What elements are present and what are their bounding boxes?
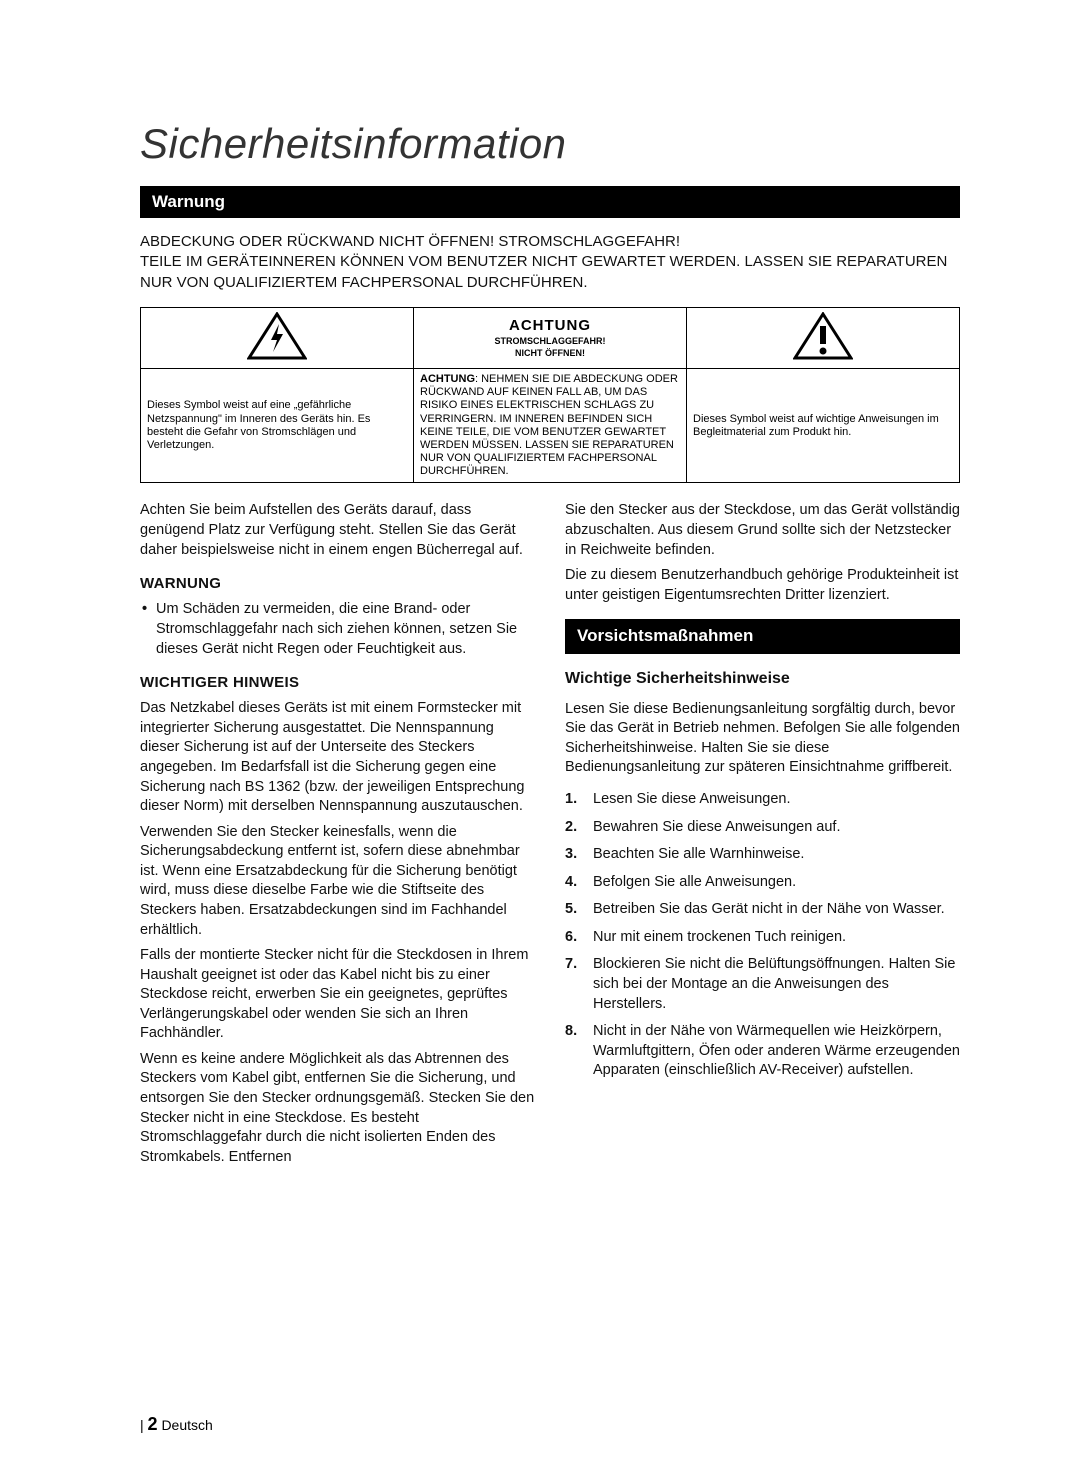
section-warnung-bar: Warnung [140,186,960,218]
right-p1: Sie den Stecker aus der Steckdose, um da… [565,501,960,560]
heading-wichtig: Wichtige Sicherheitshinweise [565,668,960,690]
achtung-header-cell: ACHTUNG STROMSCHLAGGEFAHR! NICHT ÖFFNEN! [414,307,687,368]
left-column: Achten Sie beim Aufstellen des Geräts da… [140,501,535,1173]
achtung-sub2: NICHT ÖFFNEN! [420,349,680,359]
hinweis-p1: Das Netzkabel dieses Geräts ist mit eine… [140,699,535,816]
left-p1: Achten Sie beim Aufstellen des Geräts da… [140,501,535,560]
page-footer: | 2 Deutsch [140,1414,213,1435]
hinweis-p3: Falls der montierte Stecker nicht für di… [140,946,535,1044]
list-item: Betreiben Sie das Gerät nicht in der Näh… [565,900,960,920]
hinweis-p4: Wenn es keine andere Möglichkeit als das… [140,1050,535,1167]
warning-table: ACHTUNG STROMSCHLAGGEFAHR! NICHT ÖFFNEN!… [140,307,960,484]
section-vorsicht-bar: Vorsichtsmaßnahmen [565,619,960,654]
hinweis-p2: Verwenden Sie den Stecker keinesfalls, w… [140,823,535,940]
right-column: Sie den Stecker aus der Steckdose, um da… [565,501,960,1173]
page-number: 2 [148,1414,158,1434]
right-intro-p: Lesen Sie diese Bedienungsanleitung sorg… [565,700,960,778]
voltage-icon-cell [141,307,414,368]
list-item: Blockieren Sie nicht die Belüftungsöffnu… [565,955,960,1014]
intro-line2: TEILE IM GERÄTEINNEREN KÖNNEN VOM BENUTZ… [140,252,960,293]
exclaim-icon-cell [687,307,960,368]
achtung-sub1: STROMSCHLAGGEFAHR! [420,337,680,347]
right-p2: Die zu diesem Benutzerhandbuch gehörige … [565,566,960,605]
center-desc-text: : NEHMEN SIE DIE ABDECKUNG ODER RÜCKWAND… [420,373,678,477]
page-lang: Deutsch [161,1417,212,1433]
warnung-bullet-item: Um Schäden zu vermeiden, die eine Brand-… [140,600,535,659]
list-item: Nur mit einem trockenen Tuch reinigen. [565,928,960,948]
heading-hinweis: WICHTIGER HINWEIS [140,673,535,693]
list-item: Befolgen Sie alle Anweisungen. [565,873,960,893]
heading-warnung: WARNUNG [140,574,535,594]
right-desc-cell: Dieses Symbol weist auf wichtige Anweisu… [687,368,960,483]
safety-numbered-list: Lesen Sie diese Anweisungen. Bewahren Si… [565,790,960,1081]
content-columns: Achten Sie beim Aufstellen des Geräts da… [140,501,960,1173]
list-item: Nicht in der Nähe von Wärmequellen wie H… [565,1022,960,1081]
left-desc-cell: Dieses Symbol weist auf eine „gefährlich… [141,368,414,483]
page-title: Sicherheitsinformation [140,120,960,168]
center-desc-bold: ACHTUNG [420,373,475,385]
intro-line1: ABDECKUNG ODER RÜCKWAND NICHT ÖFFNEN! ST… [140,232,960,252]
page-container: Sicherheitsinformation Warnung ABDECKUNG… [0,0,1080,1477]
list-item: Beachten Sie alle Warnhinweise. [565,845,960,865]
list-item: Bewahren Sie diese Anweisungen auf. [565,818,960,838]
warnung-bullet-list: Um Schäden zu vermeiden, die eine Brand-… [140,600,535,659]
center-desc-cell: ACHTUNG: NEHMEN SIE DIE ABDECKUNG ODER R… [414,368,687,483]
exclamation-triangle-icon [793,312,853,364]
intro-text: ABDECKUNG ODER RÜCKWAND NICHT ÖFFNEN! ST… [140,232,960,293]
list-item: Lesen Sie diese Anweisungen. [565,790,960,810]
achtung-title: ACHTUNG [420,317,680,335]
voltage-triangle-icon [247,312,307,364]
